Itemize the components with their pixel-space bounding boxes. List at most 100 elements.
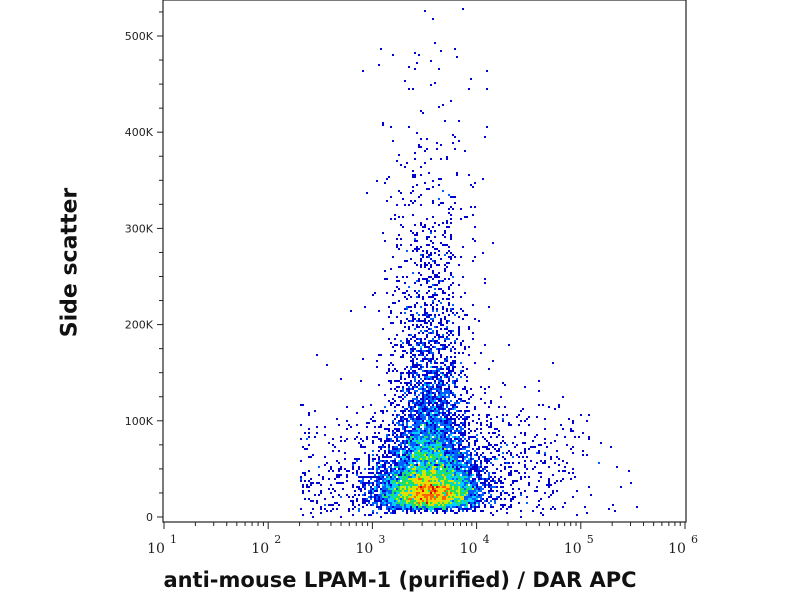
density-cell xyxy=(386,508,388,510)
density-cell xyxy=(380,460,382,462)
density-cell xyxy=(426,442,428,444)
density-cell xyxy=(414,482,416,484)
density-cell xyxy=(426,378,428,380)
density-cell xyxy=(484,482,486,484)
density-cell xyxy=(470,460,472,462)
density-cell xyxy=(450,372,452,374)
density-cell xyxy=(354,462,356,464)
density-cell xyxy=(464,504,466,506)
density-cell xyxy=(484,446,486,448)
density-cell xyxy=(440,458,442,460)
density-cell xyxy=(338,424,340,426)
density-cell xyxy=(414,428,416,430)
density-cell xyxy=(402,456,404,458)
density-cell xyxy=(440,450,442,452)
density-cell xyxy=(394,442,396,444)
density-cell xyxy=(406,476,408,478)
density-cell xyxy=(438,106,440,108)
density-cell xyxy=(462,370,464,372)
density-cell xyxy=(384,394,386,396)
density-cell xyxy=(332,450,334,452)
density-cell xyxy=(384,488,386,490)
density-cell xyxy=(440,474,442,476)
density-cell xyxy=(428,496,430,498)
density-cell xyxy=(436,142,438,144)
density-cell xyxy=(398,428,400,430)
density-cell xyxy=(442,472,444,474)
density-cell xyxy=(468,502,470,504)
density-cell xyxy=(426,396,428,398)
density-cell xyxy=(308,428,310,430)
density-cell xyxy=(442,478,444,480)
density-cell xyxy=(484,402,486,404)
density-cell xyxy=(418,382,420,384)
density-cell xyxy=(452,254,454,256)
density-cell xyxy=(302,490,304,492)
density-cell xyxy=(450,236,452,238)
density-cell xyxy=(410,320,412,322)
density-cell xyxy=(418,404,420,406)
density-cell xyxy=(500,508,502,510)
density-cell xyxy=(410,510,412,512)
density-cell xyxy=(428,350,430,352)
density-cell xyxy=(422,402,424,404)
density-cell xyxy=(434,484,436,486)
density-cell xyxy=(410,258,412,260)
density-cell xyxy=(414,432,416,434)
density-cell xyxy=(384,446,386,448)
density-cell xyxy=(430,422,432,424)
density-cell xyxy=(514,480,516,482)
density-cell xyxy=(392,488,394,490)
density-cell xyxy=(440,446,442,448)
density-cell xyxy=(410,306,412,308)
density-cell xyxy=(430,252,432,254)
density-cell xyxy=(396,454,398,456)
density-cell xyxy=(552,474,554,476)
density-cell xyxy=(300,404,302,406)
density-cell xyxy=(446,298,448,300)
density-cell xyxy=(566,444,568,446)
density-cell xyxy=(424,472,426,474)
density-cell xyxy=(434,486,436,488)
density-cell xyxy=(466,470,468,472)
density-cell xyxy=(452,366,454,368)
density-cell xyxy=(442,438,444,440)
density-cell xyxy=(400,164,402,166)
density-cell xyxy=(402,482,404,484)
density-cell xyxy=(430,376,432,378)
density-cell xyxy=(398,504,400,506)
density-cell xyxy=(506,462,508,464)
density-cell xyxy=(458,480,460,482)
density-cell xyxy=(474,466,476,468)
density-cell xyxy=(414,386,416,388)
density-cell xyxy=(468,498,470,500)
density-cell xyxy=(418,492,420,494)
density-cell xyxy=(460,480,462,482)
density-cell xyxy=(416,446,418,448)
density-cell xyxy=(414,492,416,494)
density-cell xyxy=(444,442,446,444)
density-cell xyxy=(428,410,430,412)
density-cell xyxy=(388,424,390,426)
density-cell xyxy=(424,312,426,314)
density-cell xyxy=(394,466,396,468)
density-cell xyxy=(448,438,450,440)
density-cell xyxy=(426,394,428,396)
density-cell xyxy=(302,472,304,474)
density-cell xyxy=(404,282,406,284)
density-cell xyxy=(436,472,438,474)
density-cell xyxy=(446,468,448,470)
density-cell xyxy=(432,428,434,430)
density-cell xyxy=(312,516,314,518)
density-cell xyxy=(392,302,394,304)
density-cell xyxy=(468,480,470,482)
density-cell xyxy=(444,316,446,318)
density-cell xyxy=(444,488,446,490)
density-cell xyxy=(380,494,382,496)
density-cell xyxy=(414,152,416,154)
density-cell xyxy=(382,504,384,506)
density-cell xyxy=(424,382,426,384)
density-cell xyxy=(444,420,446,422)
density-cell xyxy=(396,428,398,430)
density-cell xyxy=(452,406,454,408)
